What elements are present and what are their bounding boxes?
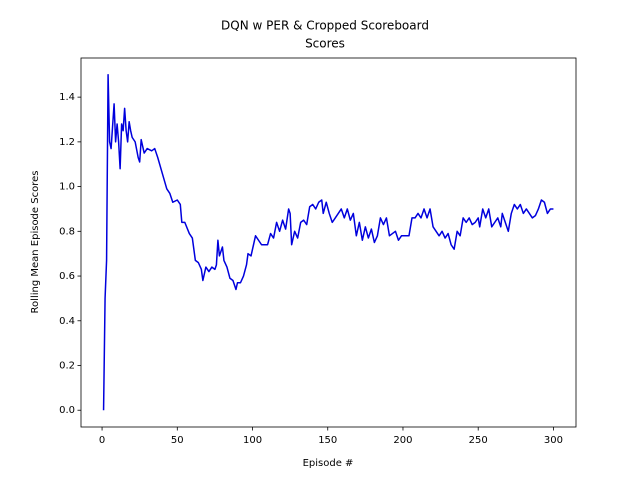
x-tick-label: 0 [99,435,105,446]
y-axis-label: Rolling Mean Episode Scores [30,171,41,314]
plot-frame [80,57,577,428]
y-tick-label: 0.2 [59,361,75,372]
y-tick-label: 0.6 [59,271,75,282]
y-tick-label: 1.4 [59,92,75,103]
x-tick-label: 200 [393,435,412,446]
x-tick-label: 300 [544,435,563,446]
y-tick-label: 1.0 [59,182,75,193]
y-tick-label: 1.2 [59,137,75,148]
x-tick-label: 100 [243,435,262,446]
x-tick-label: 150 [318,435,337,446]
line-series [102,74,554,411]
x-tick-label: 250 [469,435,488,446]
chart-subtitle: Scores [305,37,345,51]
y-tick-label: 0.4 [59,316,75,327]
x-tick-label: 50 [171,435,184,446]
chart-title: DQN w PER & Cropped Scoreboard [221,19,429,33]
x-axis-label: Episode # [303,458,354,469]
y-tick-label: 0.8 [59,226,75,237]
y-tick-label: 0.0 [59,405,75,416]
